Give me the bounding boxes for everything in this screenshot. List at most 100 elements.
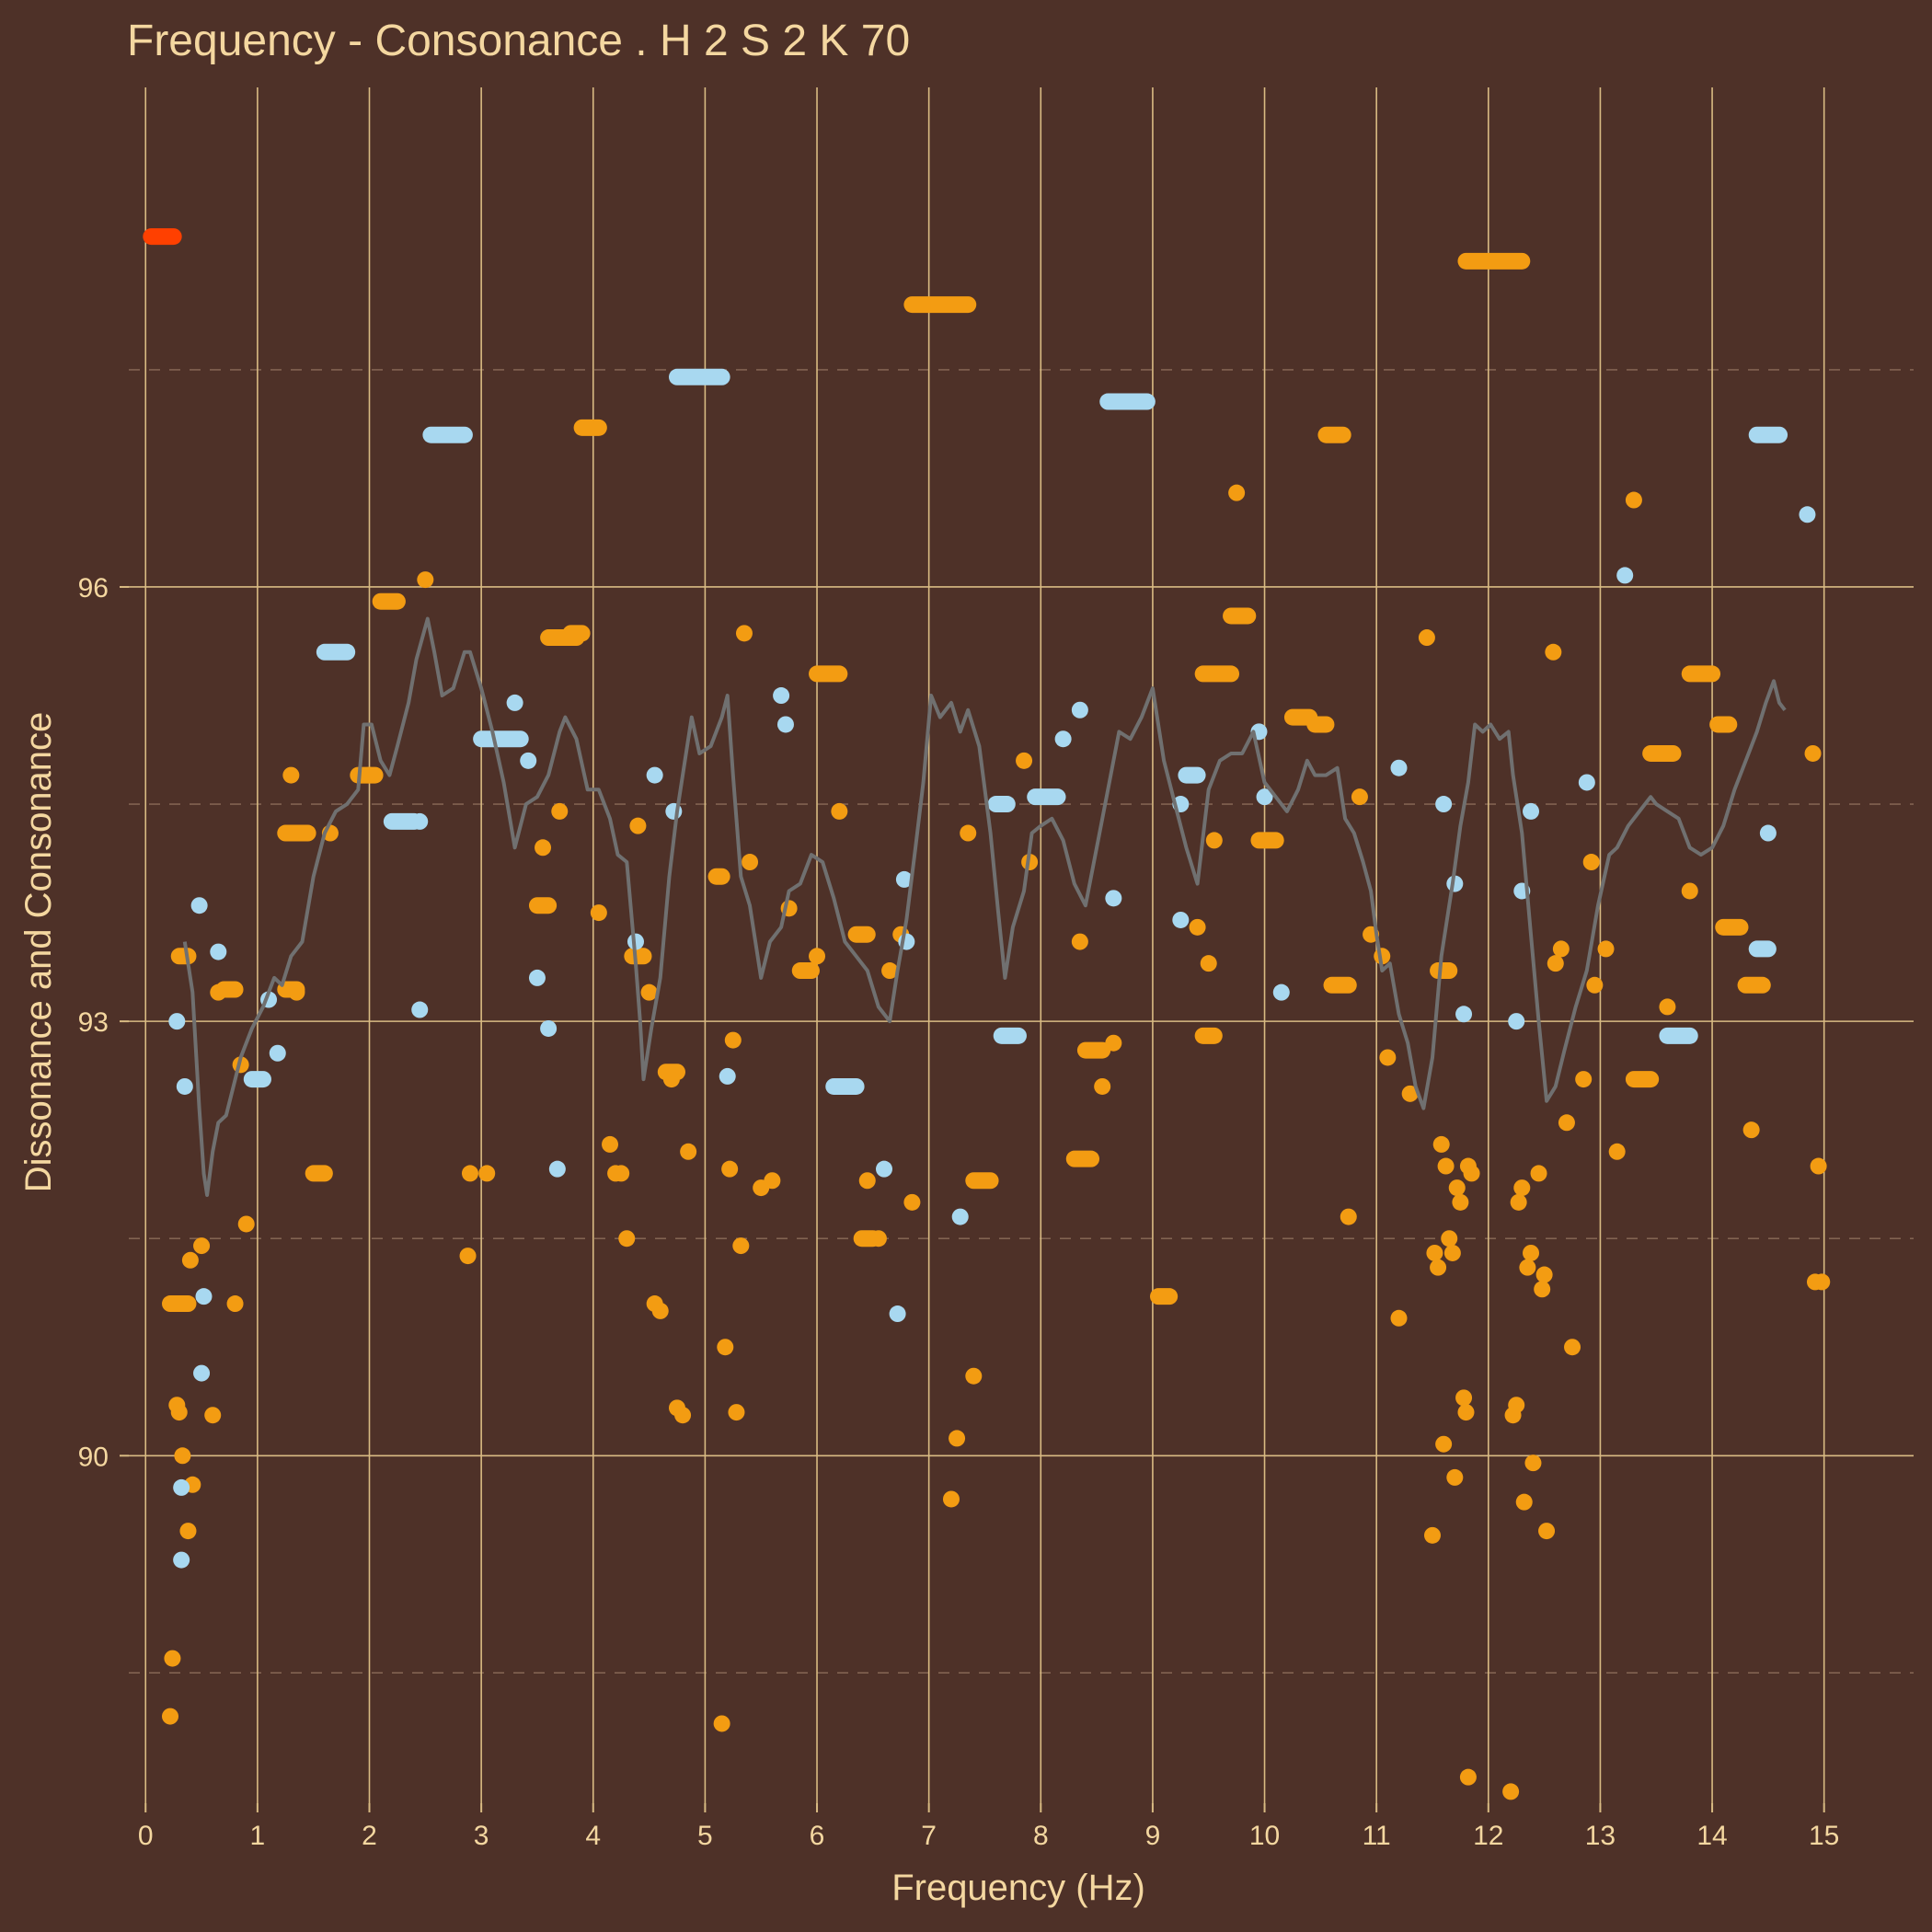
data-point (1534, 1281, 1551, 1298)
x-tick-label: 14 (1696, 1821, 1727, 1851)
data-point (627, 933, 644, 950)
y-tick-label: 93 (78, 1007, 109, 1038)
x-tick-label: 8 (1033, 1821, 1049, 1851)
data-point (1418, 629, 1435, 647)
data-point (651, 1302, 669, 1319)
x-axis-label: Frequency (Hz) (891, 1868, 1145, 1908)
x-tick-label: 2 (362, 1821, 377, 1851)
data-point (540, 1019, 558, 1037)
data-point (1515, 1493, 1533, 1511)
y-tick-labels: 90 93 96 (78, 573, 129, 1472)
data-point (713, 1715, 730, 1732)
data-point (728, 1404, 745, 1421)
data-point (170, 1404, 188, 1421)
data-point (721, 1160, 739, 1178)
data-point (1172, 911, 1190, 928)
x-tick-label: 15 (1809, 1821, 1839, 1851)
data-point (1502, 1783, 1520, 1800)
data-point (773, 687, 790, 705)
data-point (629, 817, 647, 834)
data-point (1435, 796, 1453, 813)
x-tick-label: 4 (585, 1821, 601, 1851)
data-point (204, 1407, 222, 1424)
data-point (1616, 567, 1634, 584)
x-tick-label: 6 (810, 1821, 825, 1851)
data-point (173, 1551, 190, 1569)
data-point (1205, 832, 1223, 849)
data-point (831, 802, 848, 820)
data-point (618, 1230, 636, 1248)
x-tick-label: 3 (474, 1821, 489, 1851)
data-point (195, 1288, 213, 1305)
data-point (869, 1230, 887, 1248)
data-point (1105, 1034, 1122, 1052)
data-point (1804, 744, 1822, 762)
data-point (719, 1067, 736, 1085)
data-point (1799, 506, 1816, 523)
data-point (724, 1031, 742, 1049)
data-point (190, 897, 208, 914)
data-point (237, 1215, 255, 1233)
data-point (548, 1160, 566, 1178)
data-point (528, 969, 546, 986)
data-point (181, 1251, 199, 1269)
data-marks (143, 228, 1831, 1800)
data-point (1448, 1179, 1466, 1197)
data-point (520, 752, 537, 769)
x-tick-label: 12 (1473, 1821, 1503, 1851)
data-point (1759, 824, 1777, 842)
data-point (1351, 788, 1368, 806)
data-point (1564, 1339, 1581, 1356)
x-tick-label: 0 (138, 1821, 154, 1851)
data-point (613, 1165, 630, 1182)
data-point (1390, 759, 1408, 776)
data-point (1441, 1230, 1458, 1248)
data-point (795, 962, 812, 980)
data-point (1508, 1013, 1525, 1030)
data-point (1430, 1259, 1447, 1276)
data-point (640, 983, 658, 1001)
data-point (1054, 730, 1072, 748)
data-point (876, 1160, 893, 1178)
data-point (1530, 1165, 1547, 1182)
data-point (1432, 1135, 1450, 1153)
data-point (1437, 1157, 1455, 1175)
data-point (903, 1193, 921, 1211)
data-point (889, 1305, 906, 1323)
data-point (168, 1013, 186, 1030)
data-point (1256, 788, 1273, 806)
trend-line (182, 616, 1787, 1197)
data-point (680, 1143, 697, 1160)
data-point (1094, 1077, 1111, 1095)
data-point (1228, 484, 1246, 501)
data-point (478, 1165, 496, 1182)
data-point (1446, 1468, 1464, 1486)
y-tick-label: 90 (78, 1442, 109, 1472)
x-tick-label: 11 (1363, 1821, 1391, 1851)
x-tick-label: 7 (921, 1821, 937, 1851)
data-point (1535, 1266, 1553, 1283)
data-point (1608, 1143, 1626, 1160)
data-point (1558, 1114, 1575, 1132)
data-point (417, 571, 434, 589)
data-point (1547, 955, 1564, 972)
data-point (942, 1490, 960, 1508)
data-point (742, 854, 759, 871)
x-tick-label: 10 (1249, 1821, 1280, 1851)
data-point (1538, 1523, 1556, 1540)
data-point (1379, 1049, 1397, 1066)
data-point (1459, 1768, 1477, 1786)
data-point (164, 1650, 181, 1667)
data-point (411, 1001, 429, 1018)
data-point (1455, 1006, 1473, 1023)
data-point (1575, 1071, 1593, 1088)
data-point (210, 943, 227, 960)
data-point (602, 1135, 619, 1153)
data-point (646, 766, 663, 784)
data-point (960, 824, 977, 842)
data-point (282, 766, 300, 784)
data-point (288, 983, 305, 1001)
data-point (1582, 854, 1600, 871)
data-point (965, 1367, 983, 1385)
